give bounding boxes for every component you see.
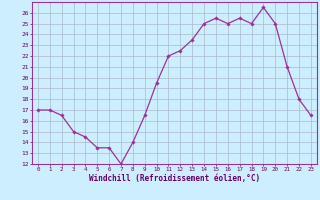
X-axis label: Windchill (Refroidissement éolien,°C): Windchill (Refroidissement éolien,°C) xyxy=(89,174,260,183)
